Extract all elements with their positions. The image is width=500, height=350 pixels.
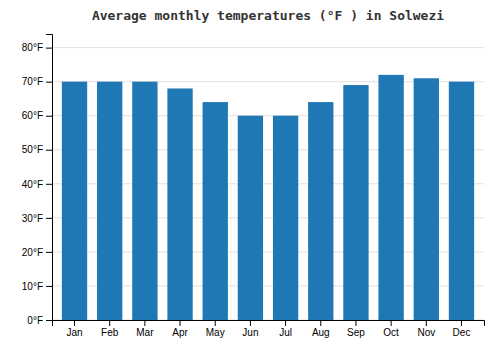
y-tick-label: 50°F: [22, 144, 43, 155]
x-tick: Jul: [279, 320, 292, 338]
y-tick-label: 70°F: [22, 76, 43, 87]
x-tick: Aug: [312, 320, 330, 338]
bar: [414, 78, 439, 320]
y-tick-label: 40°F: [22, 179, 43, 190]
x-tick-label: Nov: [417, 327, 435, 338]
bar: [203, 102, 228, 320]
bar: [308, 102, 333, 320]
y-tick-mark: [46, 82, 52, 83]
bar: [132, 82, 157, 320]
y-tick-label: 10°F: [22, 281, 43, 292]
grid: [52, 48, 484, 320]
x-tick-mark: [109, 320, 110, 326]
bars: [62, 75, 474, 320]
y-tick-label: 0°F: [27, 315, 43, 326]
y-tick-label: 80°F: [22, 42, 43, 53]
y-tick: 80°F: [22, 42, 52, 53]
x-tick-mark: [461, 320, 462, 326]
y-tick: 10°F: [22, 281, 52, 292]
bar: [343, 85, 368, 320]
x-tick-mark: [426, 320, 427, 326]
bar: [62, 82, 87, 320]
x-tick: Dec: [453, 320, 471, 338]
y-axis-line: [46, 35, 53, 321]
x-tick-mark: [215, 320, 216, 326]
x-tick: Nov: [417, 320, 435, 338]
y-tick-label: 60°F: [22, 110, 43, 121]
chart: 0°F 10°F 20°F 30°F 40°F 50°F 60°F 70°F 80°F Jan Fe…: [0, 0, 500, 350]
x-tick-label: Mar: [136, 327, 154, 338]
x-tick: Jun: [242, 320, 258, 338]
x-tick-label: May: [206, 327, 225, 338]
y-axis: 0°F 10°F 20°F 30°F 40°F 50°F 60°F 70°F 80°F: [22, 35, 53, 326]
bar: [238, 116, 263, 320]
y-tick: 60°F: [22, 110, 52, 121]
y-tick: 0°F: [27, 315, 52, 326]
grid-line: [52, 47, 484, 48]
y-tick-label: 30°F: [22, 213, 43, 224]
x-tick-mark: [180, 320, 181, 326]
x-tick-label: Sep: [347, 327, 365, 338]
x-tick-label: Jun: [242, 327, 258, 338]
y-tick-mark: [46, 252, 52, 253]
y-tick-mark: [46, 286, 52, 287]
x-tick: May: [206, 320, 225, 338]
x-tick-label: Jul: [279, 327, 292, 338]
x-tick-mark: [391, 320, 392, 326]
x-tick-label: Feb: [101, 327, 119, 338]
y-tick: 70°F: [22, 76, 52, 87]
plot: 0°F 10°F 20°F 30°F 40°F 50°F 60°F 70°F 80°F Jan Fe…: [22, 35, 485, 339]
x-tick-mark: [74, 320, 75, 326]
bar: [449, 82, 474, 320]
y-tick: 30°F: [22, 213, 52, 224]
bar: [378, 75, 403, 320]
bar: [273, 116, 298, 320]
x-axis-line: [53, 321, 485, 327]
x-tick-mark: [144, 320, 145, 326]
bar: [97, 82, 122, 320]
x-tick: Mar: [136, 320, 154, 338]
x-tick-mark: [250, 320, 251, 326]
y-tick: 50°F: [22, 144, 52, 155]
y-tick-mark: [46, 320, 52, 321]
x-tick: Oct: [383, 320, 399, 338]
y-tick-mark: [46, 218, 52, 219]
x-tick: Jan: [66, 320, 82, 338]
y-tick-mark: [46, 184, 52, 185]
x-tick-label: Aug: [312, 327, 330, 338]
x-tick: Sep: [347, 320, 365, 338]
x-tick-label: Oct: [383, 327, 399, 338]
x-tick-mark: [320, 320, 321, 326]
x-tick-label: Jan: [66, 327, 82, 338]
x-tick: Apr: [172, 320, 188, 338]
title: Average monthly temperatures (°F ) in So…: [92, 8, 444, 23]
x-tick-mark: [285, 320, 286, 326]
x-tick-label: Dec: [453, 327, 471, 338]
x-tick: Feb: [101, 320, 119, 338]
x-tick-mark: [355, 320, 356, 326]
y-tick-mark: [46, 116, 52, 117]
x-tick-label: Apr: [172, 327, 188, 338]
y-tick-mark: [46, 48, 52, 49]
y-tick: 20°F: [22, 247, 52, 258]
y-tick-mark: [46, 150, 52, 151]
bar: [167, 88, 192, 320]
y-tick-label: 20°F: [22, 247, 43, 258]
y-tick: 40°F: [22, 179, 52, 190]
x-axis: Jan Feb Mar Apr May Jun Jul Aug Sep Oct Nov Dec: [53, 320, 485, 338]
